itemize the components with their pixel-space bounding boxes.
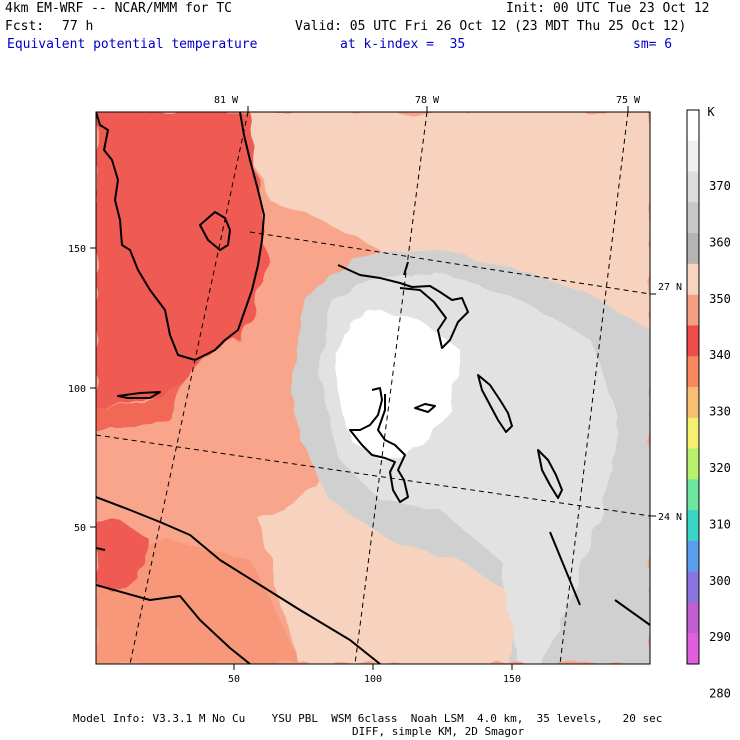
island-chain (549, 531, 581, 606)
coast-nub (96, 547, 106, 551)
florida-coast (96, 112, 265, 361)
valid-time: Valid: 05 UTC Fri 26 Oct 12 (23 MDT Thu … (295, 19, 687, 34)
colorbar-swatch (687, 510, 699, 542)
colorbar-swatch (687, 602, 699, 634)
y-tick-50: 50 (74, 523, 86, 534)
y-tick-100: 100 (68, 384, 86, 395)
field-330-south (96, 540, 300, 664)
y-tick-150: 150 (68, 244, 86, 255)
lon-label-78w: 78 W (415, 95, 440, 106)
colorbar-label: 350 (709, 292, 731, 306)
colorbar-swatch (687, 233, 699, 265)
colorbar-swatch (687, 294, 699, 326)
colorbar-swatch (687, 417, 699, 450)
colorbar-label: 280 (709, 687, 731, 701)
lat-label-24n: 24 N (658, 512, 682, 523)
field-340-streak (96, 380, 180, 430)
colorbar-swatch (687, 571, 699, 603)
eleuthera (477, 374, 513, 433)
parallel-27n (249, 231, 650, 295)
x-tick-100: 100 (364, 674, 382, 685)
smoothing-info: sm= 6 (633, 37, 673, 52)
model-title: 4km EM-WRF -- NCAR/MMM for TC (5, 1, 232, 16)
meridian-75w (559, 112, 629, 664)
x-tick-150: 150 (503, 674, 521, 685)
colorbar-swatch (687, 633, 699, 665)
exuma (537, 449, 563, 499)
colorbar-labels: 370 360 350 340 330 320 310 300 290 280 (709, 179, 731, 701)
colorbar-swatch (687, 325, 699, 357)
colorbar-label: 290 (709, 630, 731, 644)
colorbar-swatch (687, 140, 699, 173)
meridian-81w (129, 112, 249, 664)
colorbar-swatch (687, 356, 699, 388)
level-info: at k-index = 35 (340, 37, 466, 52)
colorbar-label: 320 (709, 461, 731, 475)
colorbar-label: 330 (709, 405, 731, 419)
cuba-coast-south (96, 584, 251, 664)
colorbar-label: 370 (709, 179, 731, 193)
parallel-24n (96, 434, 650, 517)
diffusion-info: DIFF, simple KM, 2D Smagor (352, 725, 525, 738)
x-tick-50: 50 (228, 674, 240, 685)
colorbar-label: 340 (709, 348, 731, 362)
new-providence (414, 403, 436, 413)
field-340-sw (96, 520, 150, 590)
colorbar-label: 360 (709, 235, 731, 249)
field-name: Equivalent potential temperature (7, 37, 258, 52)
forecast-hour: 77 h (62, 19, 94, 34)
forecast-label: Fcst: (5, 19, 45, 34)
colorbar-label: 310 (709, 517, 731, 531)
colorbar-swatch (687, 202, 699, 234)
hispaniola-stub (614, 599, 650, 626)
lat-label-27n: 27 N (658, 282, 682, 293)
colorbar-swatch (687, 110, 699, 142)
cuba-coast-north (96, 496, 381, 664)
graticule (96, 112, 650, 664)
colorbar-swatch (687, 387, 699, 419)
lon-label-81w: 81 W (214, 95, 239, 106)
colorbar-unit: K (707, 105, 715, 119)
meridian-78w (354, 112, 428, 664)
colorbar-frame (686, 109, 700, 665)
colorbar-swatch (687, 171, 699, 203)
lon-label-75w: 75 W (616, 95, 641, 106)
model-info: Model Info: V3.3.1 M No Cu YSU PBL WSM 6… (73, 712, 663, 725)
colorbar-swatch (687, 540, 699, 573)
grand-bahama-abaco (337, 264, 469, 349)
axis-ticks (90, 106, 656, 670)
colorbar-swatch (687, 263, 699, 296)
lake-okeechobee (199, 211, 231, 251)
colorbar-label: 300 (709, 574, 731, 588)
field-340-florida (96, 112, 268, 410)
colorbar (686, 109, 700, 665)
field-370-core (335, 310, 460, 460)
florida-keys (117, 391, 161, 399)
init-time: Init: 00 UTC Tue 23 Oct 12 (506, 1, 710, 16)
colorbar-swatch (687, 479, 699, 511)
coastlines (96, 112, 650, 664)
colorbar-swatch (687, 448, 699, 480)
andros-island (349, 387, 409, 503)
field-plot (96, 112, 650, 664)
